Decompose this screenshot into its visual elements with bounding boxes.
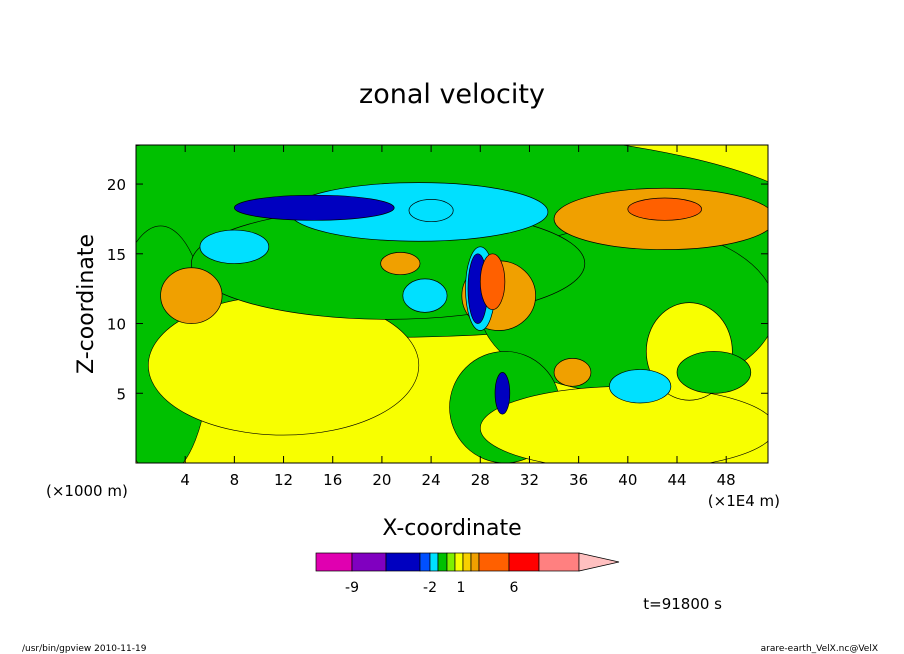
contour-cell-6 (380, 252, 421, 276)
colorbar-end-triangle (578, 552, 620, 572)
chart-title: zonal velocity (359, 79, 545, 110)
colorbar-swatch (446, 552, 456, 572)
contour-cell-2 (234, 194, 395, 221)
x-tick-label: 8 (230, 471, 240, 489)
x-tick-label: 12 (274, 471, 293, 489)
y-tick-label: 20 (107, 176, 126, 194)
y-axis-ticks: 5 10 15 20 (107, 176, 768, 403)
y-tick-label: 15 (107, 246, 126, 264)
x-tick-label: 24 (422, 471, 441, 489)
colorbar-swatch (538, 552, 580, 572)
x-axis-unit-left: (×1000 m) (46, 482, 128, 500)
colorbar-swatch (437, 552, 448, 572)
x-axis-label: X-coordinate (382, 516, 521, 541)
y-tick-label: 5 (116, 385, 126, 403)
contour-cell-9 (627, 197, 702, 221)
colorbar-swatch (470, 552, 480, 572)
x-tick-label: 20 (372, 471, 391, 489)
contour-features (136, 145, 768, 463)
x-tick-label: 32 (520, 471, 539, 489)
colorbar-tick-label: 6 (510, 580, 519, 596)
colorbar-swatch (454, 552, 464, 572)
x-tick-label: 48 (717, 471, 736, 489)
x-tick-label: 36 (569, 471, 588, 489)
x-tick-label: 44 (667, 471, 686, 489)
time-label: t=91800 s (643, 595, 722, 613)
colorbar-swatch (462, 552, 472, 572)
colorbar: -9 -2 1 6 (315, 552, 620, 596)
plot-field (136, 145, 768, 463)
y-axis-label: Z-coordinate (74, 234, 99, 374)
colorbar-swatch (385, 552, 421, 572)
x-tick-label: 4 (180, 471, 190, 489)
contour-cell-10 (160, 267, 223, 324)
colorbar-swatch (419, 552, 431, 572)
footer-left: /usr/bin/gpview 2010-11-19 (22, 644, 147, 654)
colorbar-swatch (478, 552, 510, 572)
x-tick-label: 16 (323, 471, 342, 489)
y-tick-label: 10 (107, 316, 126, 334)
contour-cell-17 (479, 253, 506, 310)
colorbar-swatch (315, 552, 353, 572)
x-tick-label: 28 (471, 471, 490, 489)
colorbar-tick-label: -2 (423, 580, 437, 596)
colorbar-swatch (351, 552, 387, 572)
colorbar-tick-label: 1 (457, 580, 466, 596)
contour-cell-13 (553, 358, 592, 387)
contour-cell-5 (402, 278, 448, 313)
contour-cell-18 (494, 371, 511, 415)
colorbar-swatch (508, 552, 540, 572)
contour-cell-4 (199, 229, 270, 264)
contour-cell-14 (609, 369, 672, 404)
contour-cell-3 (408, 199, 454, 223)
colorbar-swatch (429, 552, 439, 572)
footer-right: arare-earth_VelX.nc@VelX (761, 644, 878, 654)
plot-frame (135, 144, 769, 464)
x-axis-unit-right: (×1E4 m) (708, 492, 780, 510)
contour-cell-12 (676, 351, 752, 394)
x-tick-label: 40 (618, 471, 637, 489)
colorbar-tick-label: -9 (345, 580, 359, 596)
x-axis-ticks: 4 8 12 16 20 24 28 32 36 40 44 48 (180, 145, 736, 489)
